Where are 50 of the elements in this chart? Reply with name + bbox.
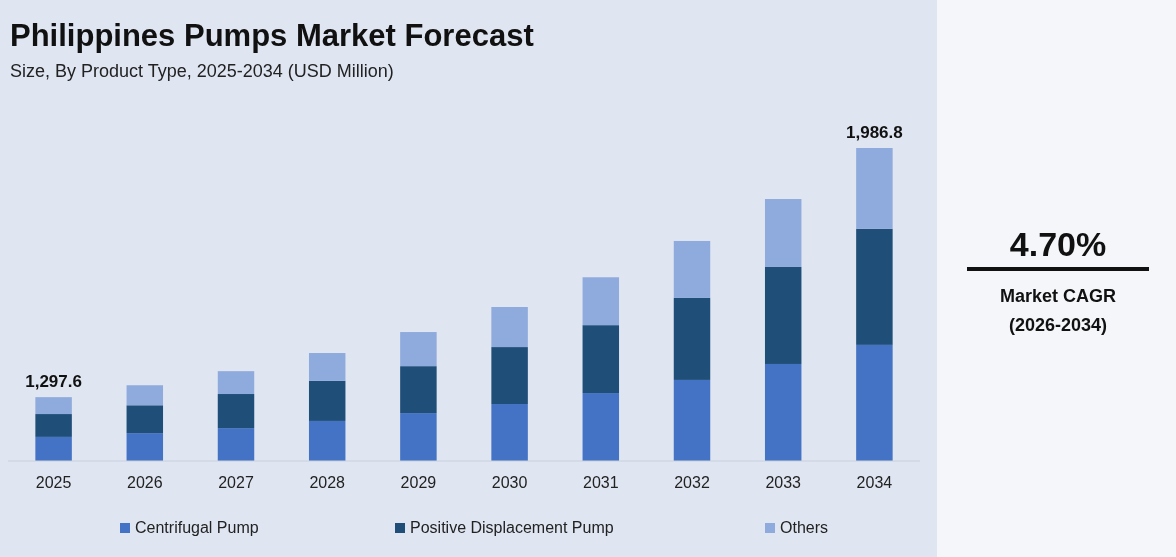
text: (2026-2034)	[1008, 315, 1108, 335]
bar	[35, 397, 72, 415]
x-tick-label: 2028	[309, 474, 346, 491]
bar	[764, 266, 802, 364]
bar	[582, 393, 620, 461]
legend-label: Others	[780, 519, 829, 536]
bar	[308, 420, 346, 461]
bar	[126, 385, 164, 406]
bar	[217, 394, 255, 429]
x-tick-label: 2026	[127, 474, 163, 491]
bar	[35, 414, 72, 437]
x-tick-label: 2025	[35, 474, 72, 491]
bar	[35, 436, 72, 461]
bar	[491, 307, 528, 348]
chart-title: Philippines Pumps Market Forecast	[10, 18, 534, 53]
chart-subtitle: Size, By Product Type, 2025-2034 (USD Million)	[10, 61, 394, 81]
bar	[673, 240, 711, 298]
x-tick-label: 2029	[400, 474, 437, 491]
bar	[308, 353, 346, 381]
bar	[217, 428, 255, 461]
text: 4.70%	[1009, 225, 1107, 263]
x-tick-label: 2030	[491, 474, 528, 491]
x-tick-label: 2034	[856, 474, 893, 491]
bar	[856, 148, 893, 229]
bar	[400, 413, 437, 461]
legend-label: Positive Displacement Pump	[410, 519, 614, 536]
bar	[856, 228, 893, 345]
legend-label: Centrifugal Pump	[135, 519, 259, 536]
bar	[673, 379, 711, 461]
bar	[582, 277, 620, 326]
bar	[400, 366, 437, 414]
annotation: 1,986.8	[846, 123, 903, 142]
x-tick-label: 2033	[765, 474, 802, 491]
bar	[126, 405, 164, 434]
annotation: 1,297.6	[25, 372, 82, 392]
bar	[217, 371, 255, 395]
bar	[764, 363, 802, 461]
bar	[764, 199, 802, 267]
bar	[491, 347, 528, 405]
bar	[491, 404, 528, 461]
x-tick-label: 2032	[674, 474, 710, 491]
bar	[673, 297, 711, 380]
bar	[308, 380, 346, 421]
x-tick-label: 2031	[583, 474, 619, 491]
x-tick-label: 2027	[218, 474, 254, 491]
bar	[856, 344, 893, 461]
bar	[400, 332, 437, 367]
bar	[126, 433, 164, 461]
text: Market CAGR	[999, 286, 1117, 306]
bar	[582, 325, 620, 394]
